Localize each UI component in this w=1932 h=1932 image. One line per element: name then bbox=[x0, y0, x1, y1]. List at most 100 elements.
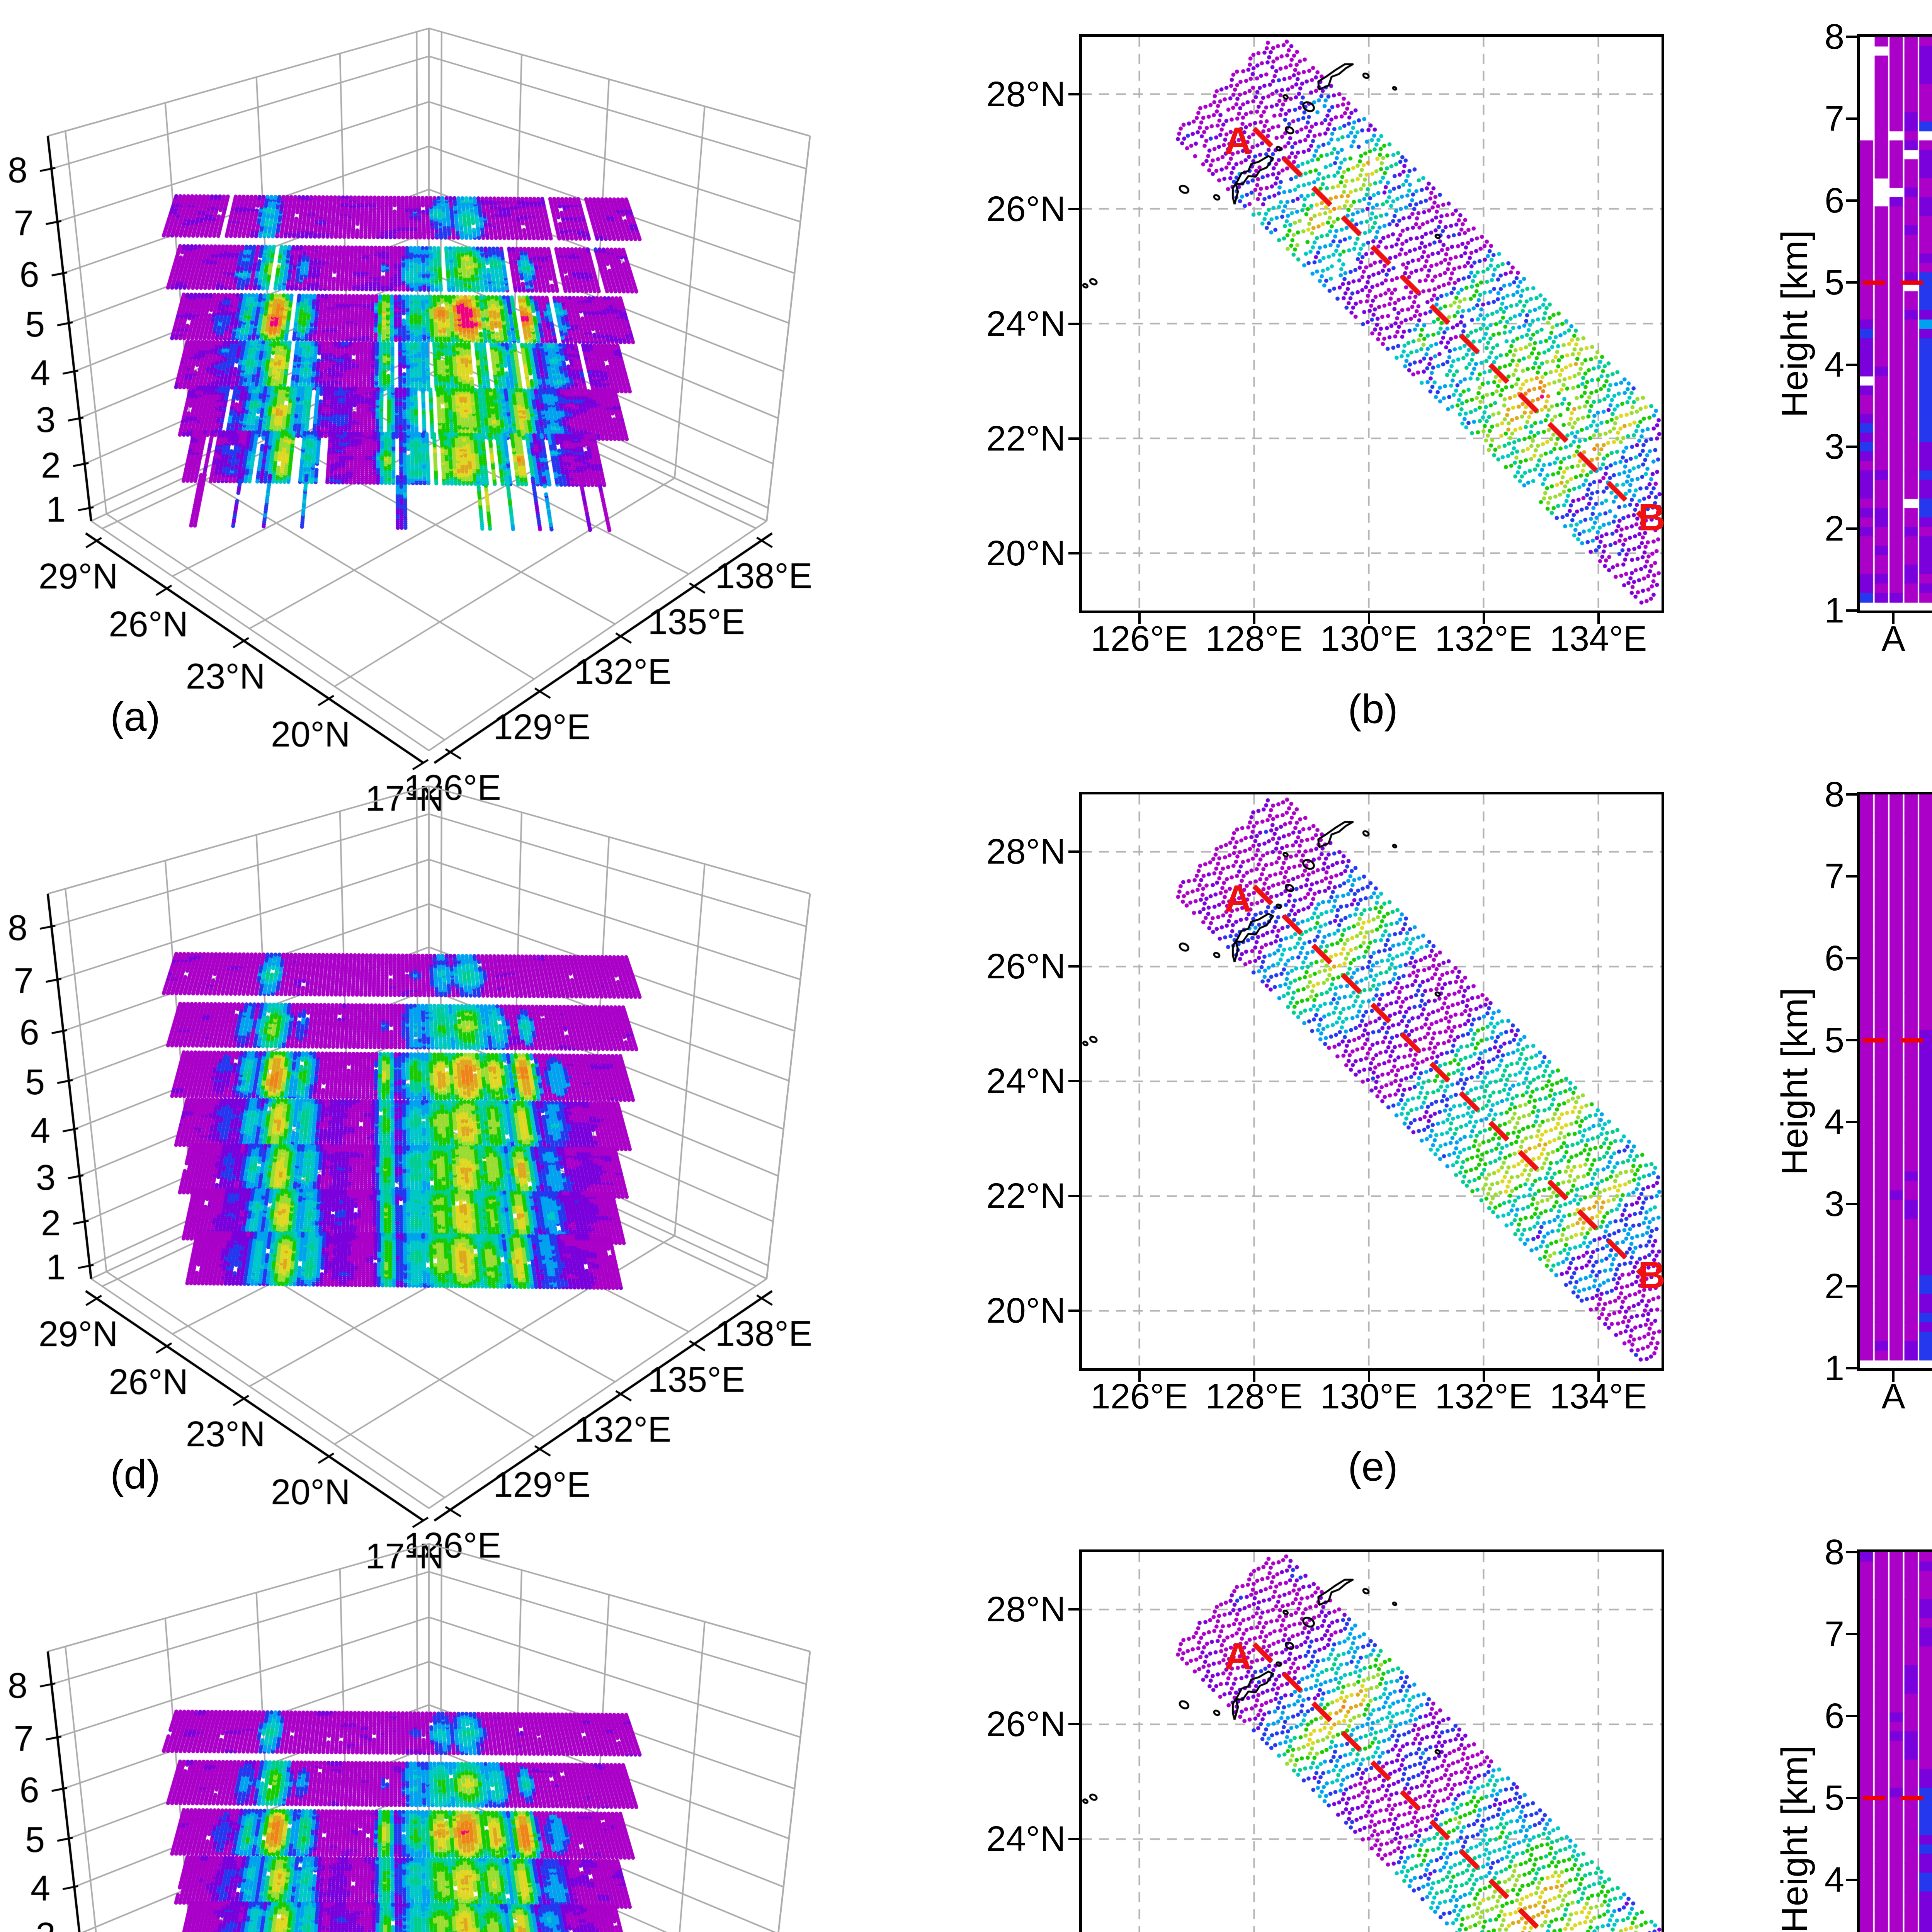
xsec-ytick-label: 2 bbox=[1824, 509, 1844, 548]
map-xtick bbox=[1367, 1371, 1370, 1382]
xsec-ytick bbox=[1846, 527, 1857, 530]
map-xtick-label: 132°E bbox=[1435, 619, 1532, 658]
xsec-ylabel-row2: Height [km] bbox=[1774, 988, 1815, 1175]
panel-e-canvas bbox=[1082, 794, 1662, 1368]
xsec-ytick-label: 7 bbox=[1824, 99, 1844, 139]
map-xtick bbox=[1367, 613, 1370, 624]
xsec-ytick bbox=[1846, 445, 1857, 448]
transect-label-b: B bbox=[1638, 1253, 1665, 1296]
map-ytick bbox=[1068, 1310, 1079, 1312]
panel-h bbox=[1079, 1549, 1664, 1932]
panel-h-canvas bbox=[1082, 1552, 1662, 1932]
map-ytick-label: 24°N bbox=[986, 1061, 1066, 1101]
panel-f bbox=[1857, 791, 1932, 1371]
map-ytick bbox=[1068, 552, 1079, 554]
xsec-ytick-label: 5 bbox=[1824, 1778, 1844, 1818]
xsec-ytick-label: 8 bbox=[1824, 1532, 1844, 1572]
map-xtick bbox=[1597, 613, 1600, 624]
xsec-ytick-label: 8 bbox=[1824, 774, 1844, 814]
xsec-ytick bbox=[1846, 957, 1857, 960]
map-ytick-label: 26°N bbox=[986, 1704, 1066, 1744]
xsec-ytick-label: 6 bbox=[1824, 939, 1844, 978]
xsec-ytick bbox=[1846, 117, 1857, 120]
transect-label-a: A bbox=[1224, 1635, 1252, 1678]
xsec-ytick bbox=[1846, 281, 1857, 284]
map-ytick bbox=[1068, 207, 1079, 210]
xsec-xtick-label: A bbox=[1881, 619, 1905, 658]
map-ytick bbox=[1068, 1838, 1079, 1840]
xsec-ylabel-row1: Height [km] bbox=[1774, 230, 1815, 418]
map-ytick-label: 26°N bbox=[986, 947, 1066, 986]
xsec-ytick-label: 5 bbox=[1824, 263, 1844, 303]
map-xtick-label: 128°E bbox=[1205, 1376, 1303, 1416]
xsec-xtick bbox=[1892, 613, 1895, 624]
map-xtick-label: 128°E bbox=[1205, 619, 1303, 658]
transect-label-a: A bbox=[1224, 119, 1252, 162]
xsec-ytick-label: 4 bbox=[1824, 1102, 1844, 1142]
xsec-ytick bbox=[1846, 36, 1857, 38]
map-ytick-label: 28°N bbox=[986, 1590, 1066, 1629]
panel-b-canvas bbox=[1082, 37, 1662, 611]
panel-label-e: (e) bbox=[1348, 1444, 1398, 1490]
panel-f-canvas bbox=[1860, 794, 1932, 1368]
xsec-ytick bbox=[1846, 1121, 1857, 1124]
transect-label-b: B bbox=[1638, 496, 1665, 539]
map-ytick-label: 26°N bbox=[986, 189, 1066, 229]
map-ytick-label: 28°N bbox=[986, 832, 1066, 872]
xsec-ytick-label: 2 bbox=[1824, 1266, 1844, 1306]
xsec-ytick-label: 1 bbox=[1824, 1348, 1844, 1388]
panel-i-canvas bbox=[1860, 1552, 1932, 1932]
map-ytick-label: 24°N bbox=[986, 304, 1066, 344]
panel-a-canvas bbox=[0, 0, 966, 831]
xsec-ytick-label: 1 bbox=[1824, 591, 1844, 630]
xsec-ytick bbox=[1846, 363, 1857, 366]
map-xtick bbox=[1253, 613, 1255, 624]
xsec-ytick-label: 7 bbox=[1824, 1614, 1844, 1654]
map-xtick bbox=[1138, 1371, 1141, 1382]
xsec-ytick bbox=[1846, 1633, 1857, 1635]
map-ytick bbox=[1068, 1723, 1079, 1725]
panel-label-b: (b) bbox=[1348, 686, 1398, 732]
panel-a bbox=[0, 0, 966, 831]
map-xtick-label: 132°E bbox=[1435, 1376, 1532, 1416]
xsec-ytick bbox=[1846, 1551, 1857, 1553]
map-xtick-label: 130°E bbox=[1320, 1376, 1418, 1416]
transect-label-a: A bbox=[1224, 877, 1252, 920]
xsec-ytick bbox=[1846, 1367, 1857, 1369]
xsec-xtick-label: A bbox=[1881, 1376, 1905, 1416]
xsec-ytick bbox=[1846, 1039, 1857, 1042]
xsec-ytick-label: 3 bbox=[1824, 427, 1844, 466]
xsec-ytick bbox=[1846, 1285, 1857, 1287]
map-xtick-label: 130°E bbox=[1320, 619, 1418, 658]
xsec-ytick bbox=[1846, 1714, 1857, 1717]
map-ytick-label: 22°N bbox=[986, 418, 1066, 458]
xsec-ytick-label: 6 bbox=[1824, 1696, 1844, 1736]
xsec-ytick bbox=[1846, 199, 1857, 202]
map-xtick-label: 134°E bbox=[1549, 619, 1647, 658]
xsec-ytick-label: 7 bbox=[1824, 856, 1844, 896]
xsec-ytick-label: 4 bbox=[1824, 345, 1844, 384]
panel-e bbox=[1079, 791, 1664, 1371]
panel-g bbox=[0, 1515, 966, 1932]
map-ytick-label: 20°N bbox=[986, 1291, 1066, 1331]
panel-c-canvas bbox=[1860, 37, 1932, 611]
map-ytick-label: 22°N bbox=[986, 1176, 1066, 1216]
xsec-ytick-label: 8 bbox=[1824, 17, 1844, 56]
map-ytick-label: 28°N bbox=[986, 74, 1066, 114]
map-ytick bbox=[1068, 1080, 1079, 1083]
map-xtick-label: 134°E bbox=[1549, 1376, 1647, 1416]
xsec-ytick bbox=[1846, 1879, 1857, 1881]
xsec-ytick bbox=[1846, 1203, 1857, 1206]
map-xtick bbox=[1597, 1371, 1600, 1382]
map-xtick bbox=[1482, 1371, 1485, 1382]
map-ytick bbox=[1068, 93, 1079, 95]
xsec-ytick-label: 5 bbox=[1824, 1020, 1844, 1060]
map-ytick bbox=[1068, 1195, 1079, 1197]
xsec-ytick bbox=[1846, 1796, 1857, 1799]
panel-i bbox=[1857, 1549, 1932, 1932]
map-ytick bbox=[1068, 850, 1079, 853]
map-ytick bbox=[1068, 965, 1079, 968]
panel-c bbox=[1857, 34, 1932, 613]
map-xtick bbox=[1253, 1371, 1255, 1382]
